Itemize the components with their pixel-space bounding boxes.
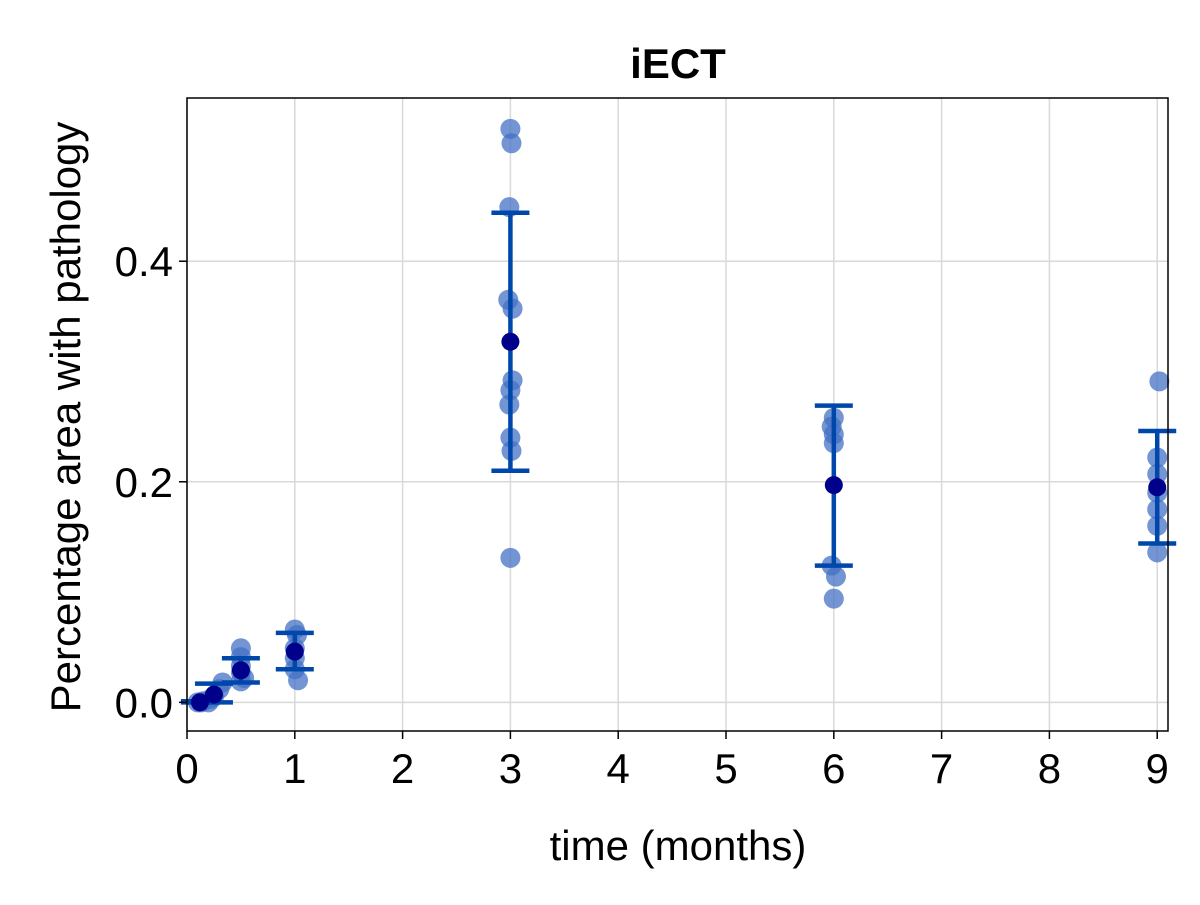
y-tick-label: 0.2 [115, 459, 173, 506]
mean-point [285, 642, 304, 661]
x-tick-label: 2 [391, 745, 414, 792]
y-tick-label: 0.4 [115, 238, 173, 285]
x-tick-label: 1 [283, 745, 306, 792]
data-point [1149, 371, 1170, 392]
y-axis-label: Percentage area with pathology [42, 122, 89, 713]
x-axis-ticks: 0 1 2 3 4 5 6 7 8 9 [175, 731, 1169, 792]
data-point [288, 670, 309, 691]
mean-point [824, 476, 843, 495]
x-axis-label: time (months) [550, 822, 807, 869]
mean-point [231, 661, 250, 680]
x-tick-label: 6 [822, 745, 845, 792]
x-tick-label: 0 [175, 745, 198, 792]
mean-point [501, 332, 520, 351]
error-bars [180, 210, 1177, 705]
x-tick-label: 9 [1146, 745, 1169, 792]
data-point [1147, 542, 1168, 563]
data-point [500, 547, 521, 568]
mean-point [1148, 478, 1167, 497]
x-tick-label: 8 [1038, 745, 1061, 792]
y-tick-label: 0.0 [115, 679, 173, 726]
mean-points [190, 332, 1167, 712]
mean-point [190, 693, 209, 712]
x-tick-label: 7 [930, 745, 953, 792]
x-tick-label: 3 [499, 745, 522, 792]
mean-point [204, 685, 223, 704]
data-point [500, 118, 521, 139]
x-tick-label: 5 [714, 745, 737, 792]
data-point [501, 133, 522, 154]
plot-frame [186, 97, 1169, 732]
data-point [825, 566, 846, 587]
data-points [187, 118, 1170, 713]
y-axis-ticks: 0.0 0.2 0.4 [115, 238, 187, 726]
x-tick-label: 4 [607, 745, 630, 792]
chart-title: iECT [630, 40, 726, 87]
data-point [823, 588, 844, 609]
grid-lines [186, 98, 1168, 731]
